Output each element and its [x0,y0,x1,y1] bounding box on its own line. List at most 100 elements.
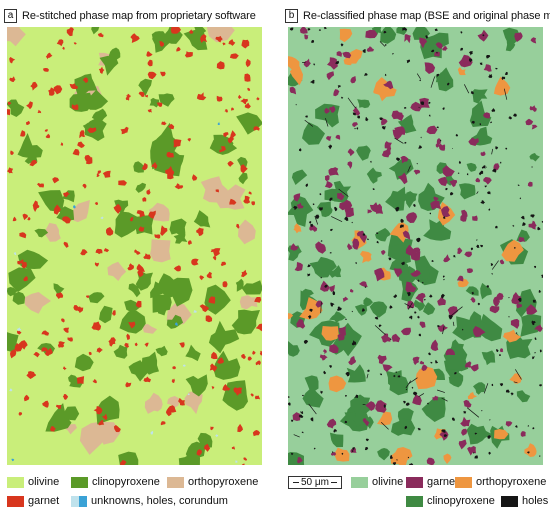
orthopyroxene-grain [493,76,511,96]
hole [429,212,431,215]
legend-a-clinopyroxene-swatch [71,476,88,488]
garnet-grain [472,215,478,221]
garnet-grain [93,406,103,415]
garnet-grain [128,321,136,329]
legend-b-garnet: garnet [406,476,458,488]
hole [291,452,294,456]
hole [303,339,309,344]
garnet-grain [526,304,538,315]
grain-boundary-crack [366,373,369,379]
clinopyroxene-grain [235,278,244,292]
garnet-grain [534,324,543,332]
hole [531,166,533,168]
garnet-grain [227,160,234,167]
hole [491,108,496,112]
unknown-grain [17,327,22,332]
hole [329,252,332,254]
garnet-grain [304,34,309,40]
garnet-grain [30,81,38,91]
hole [351,310,353,313]
hole [460,47,463,51]
garnet-grain [496,292,504,301]
hole [488,451,491,455]
hole [422,281,424,284]
hole [454,372,457,375]
hole [476,239,478,241]
garnet-grain [430,339,439,351]
clinopyroxene-grain [185,441,205,462]
garnet-grain [168,405,177,413]
hole [335,60,339,65]
clinopyroxene-grain [350,397,368,417]
garnet-grain [108,337,116,347]
orthopyroxene-grain [494,429,509,440]
garnet-grain [342,51,352,59]
garnet-grain [134,342,138,347]
hole [395,371,397,373]
garnet-grain [50,426,56,432]
garnet-grain [309,225,318,232]
hole [388,257,392,261]
garnet-grain [147,109,152,113]
clinopyroxene-grain [155,345,168,357]
garnet-grain [445,348,455,356]
garnet-grain [26,101,33,110]
hole [385,44,387,47]
clinopyroxene-grain [414,266,430,281]
clinopyroxene-grain [329,311,346,323]
hole [413,203,416,207]
garnet-grain [130,33,140,43]
garnet-grain [410,269,421,277]
orthopyroxene-grain [184,391,203,415]
garnet-grain [251,201,255,206]
garnet-grain [405,281,417,293]
orthopyroxene-grain [167,396,180,408]
hole [426,402,429,405]
hole [329,365,332,368]
garnet-grain [98,66,105,74]
clinopyroxene-grain [516,390,531,403]
hole [396,157,401,162]
garnet-grain [42,400,49,408]
garnet-grain [511,292,522,305]
hole [383,404,387,408]
hole [491,383,494,387]
hole [397,375,401,378]
garnet-grain [80,249,88,256]
grain-boundary-crack [466,407,480,418]
garnet-grain [205,315,213,323]
clinopyroxene-grain [74,353,94,372]
clinopyroxene-grain [301,288,314,299]
clinopyroxene-grain [8,267,36,293]
clinopyroxene-grain [149,97,160,108]
clinopyroxene-grain [391,418,416,436]
hole [355,262,357,265]
garnet-grain [518,236,526,243]
garnet-grain [219,149,223,153]
garnet-grain [468,137,479,146]
garnet-grain [170,27,181,34]
garnet-grain [135,300,142,308]
hole [514,247,516,249]
garnet-grain [10,349,17,359]
garnet-grain [510,318,520,329]
clinopyroxene-grain [304,375,319,394]
garnet-grain [224,109,228,113]
garnet-grain [129,217,134,222]
clinopyroxene-grain [452,316,478,341]
orthopyroxene-grain [142,324,158,334]
garnet-grain [252,350,256,355]
garnet-grain [437,176,448,187]
corundum-grain [11,458,15,462]
legend-b-clinopyroxene-swatch [406,495,423,507]
panel-b-header: b Re-classified phase map (BSE and origi… [285,8,550,24]
garnet-grain [20,259,24,264]
clinopyroxene-grain [138,78,152,97]
garnet-grain [29,160,38,167]
hole [508,316,510,318]
garnet-grain [211,386,215,390]
garnet-grain [63,327,70,333]
garnet-grain [437,297,446,306]
clinopyroxene-grain [7,99,25,117]
garnet-grain [489,305,500,314]
